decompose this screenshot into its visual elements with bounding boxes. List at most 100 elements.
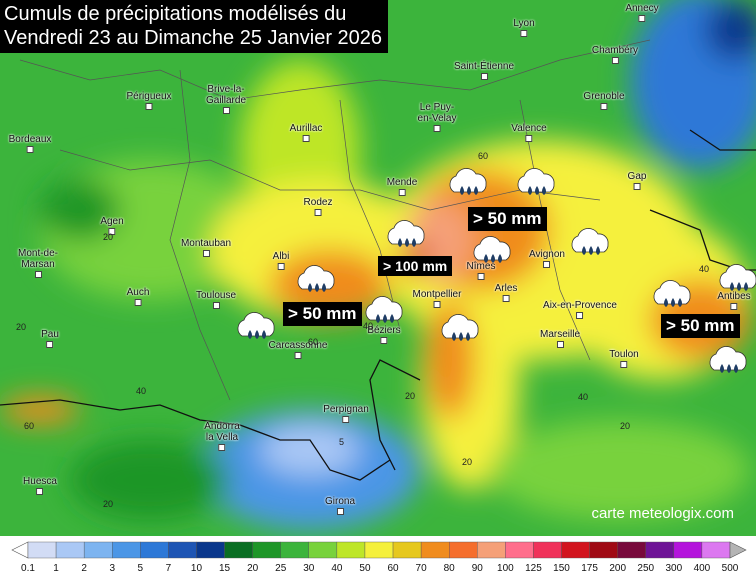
raindrop [376, 314, 380, 323]
legend-swatch [224, 541, 253, 559]
city-label: Antibes [717, 291, 750, 310]
legend-label: 150 [553, 563, 570, 574]
legend-label: 25 [275, 563, 287, 574]
raindrop [452, 332, 456, 341]
city-label: Marseille [540, 329, 580, 348]
contour-label: 40 [363, 321, 374, 331]
legend-swatch [336, 541, 366, 559]
cloud [237, 312, 275, 337]
raindrop [720, 364, 724, 373]
rain-icon [365, 296, 403, 323]
legend-swatch [140, 541, 169, 559]
raindrop [535, 186, 539, 195]
legend-swatch [280, 541, 310, 559]
title-line: Vendredi 23 au Dimanche 25 Janvier 2026 [4, 27, 383, 49]
raindrop [383, 314, 387, 323]
raindrop [498, 254, 502, 263]
city-label: Aurillac [290, 123, 323, 142]
rain-icon [517, 168, 555, 195]
legend-swatch [673, 541, 703, 559]
legend-swatch [55, 541, 85, 559]
city-label: Grenoble [583, 91, 624, 110]
city-label: Chambéry [592, 45, 638, 64]
raindrop [664, 298, 668, 307]
legend-swatch [168, 541, 197, 559]
cloud [571, 228, 609, 253]
raindrop [727, 364, 731, 373]
legend [11, 541, 747, 559]
rain-icon [719, 264, 756, 291]
legend-label: 0.1 [21, 563, 35, 574]
raindrop [459, 332, 463, 341]
legend-label: 250 [637, 563, 655, 574]
city-label: Avignon [529, 249, 565, 268]
legend-label: 20 [247, 563, 259, 574]
contour-label: 20 [405, 391, 416, 401]
legend-label: 7 [165, 563, 172, 574]
raindrop [460, 186, 464, 195]
raindrop [678, 298, 682, 307]
cloud [441, 314, 479, 339]
legend-label: 80 [443, 563, 455, 574]
city-label: Rodez [304, 197, 333, 216]
raindrop [734, 364, 738, 373]
legend-label: 40 [331, 563, 343, 574]
contour-label: 20 [103, 232, 114, 242]
raindrop [412, 238, 416, 247]
city-label: Agen [100, 216, 123, 235]
contour-label: 40 [136, 386, 147, 396]
rain-icon [387, 220, 425, 247]
city-label: Andorra la Vella [204, 421, 240, 451]
city-label: Mont-de- Marsan [18, 248, 58, 278]
raindrop [671, 298, 675, 307]
legend-label: 10 [190, 563, 203, 574]
legend-swatch [27, 541, 57, 559]
legend-label: 90 [471, 563, 483, 574]
rain-icon [571, 228, 609, 255]
city-label: Périgueux [126, 91, 171, 110]
raindrop [398, 238, 402, 247]
rain-icon [297, 265, 335, 292]
contour-label: 5 [339, 437, 345, 447]
raindrop [474, 186, 478, 195]
legend-label: 3 [109, 563, 116, 574]
legend-label: 200 [609, 563, 627, 574]
raindrop [466, 332, 470, 341]
legend-label: 30 [303, 563, 315, 574]
contour-label: 20 [462, 457, 473, 467]
city-label: Albi [273, 251, 290, 270]
legend-label: 125 [525, 563, 542, 574]
raindrop [255, 330, 259, 339]
city-label: Valence [511, 123, 546, 142]
cloud [653, 280, 691, 305]
city-label: Auch [127, 287, 150, 306]
legend-swatch [561, 541, 590, 559]
legend-swatch [392, 541, 422, 559]
cloud [517, 168, 555, 193]
title-box: Cumuls de précipitations modélisés du Ve… [0, 0, 389, 53]
city-label: Saint-Étienne [454, 61, 514, 80]
raindrop [262, 330, 266, 339]
legend-label: 400 [693, 563, 711, 574]
city-label: Aix-en-Provence [543, 300, 617, 319]
raindrop [315, 283, 319, 292]
legend-swatch [533, 541, 562, 559]
title-line: Cumuls de précipitations modélisés du [4, 3, 347, 25]
raindrop [405, 238, 409, 247]
raindrop [737, 282, 741, 291]
city-label: Carcassonne [269, 340, 328, 359]
legend-swatch [252, 541, 281, 559]
raindrop [390, 314, 394, 323]
legend-swatch [420, 541, 450, 559]
contour-label: 60 [24, 421, 35, 431]
contour-label: 60 [308, 337, 319, 347]
raindrop [589, 246, 593, 255]
contour-label: 20 [620, 421, 631, 431]
city-label: Girona [325, 496, 355, 515]
contour-label: 40 [699, 264, 710, 274]
cloud [365, 296, 403, 321]
city-label: Montpellier [413, 289, 462, 308]
legend-label: 5 [137, 563, 144, 574]
